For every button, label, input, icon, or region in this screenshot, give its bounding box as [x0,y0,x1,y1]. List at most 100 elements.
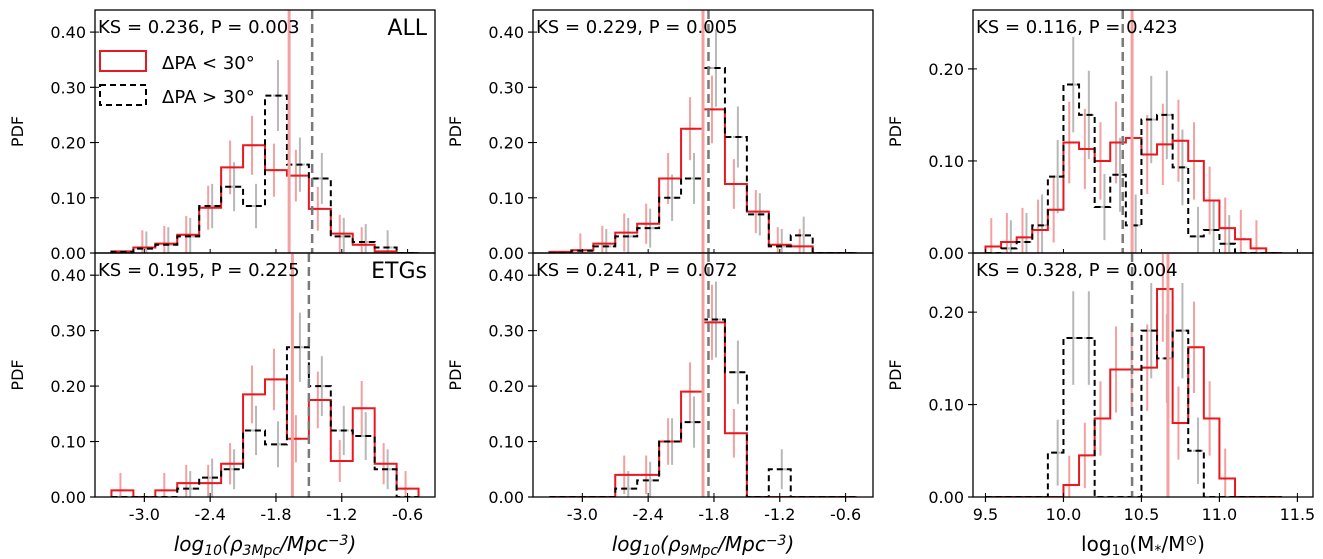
panel-rho3-etg: 0.00 0.10 0.20 0.30 0.40 PDF KS = 0.195, P = 0… [8,252,436,559]
y-tick-label: 0.10 [488,433,524,452]
x-tick-label: -0.6 [830,505,861,524]
ks-annotation: KS = 0.236, P = 0.003 [98,17,300,38]
plot-area [549,253,857,497]
x-axis-label-part: /M [1161,532,1185,556]
x-axis-label-part: * [1154,543,1161,559]
panel-frame [972,9,1314,254]
x-axis-label-part: log [1081,532,1112,556]
ks-annotation: KS = 0.328, P = 0.004 [976,260,1178,281]
panel-mstar-all: 0.00 0.10 0.20 PDF KS = 0.116, P = 0.423 [886,9,1314,263]
x-axis-label-part: 10 [642,543,660,559]
x-axis-label-part: 10 [1112,543,1130,559]
x-axis-label-part: (M [1129,532,1154,556]
histogram-high-dpa [549,318,857,497]
y-tick-label: 0.10 [50,189,86,208]
legend-swatch-high-dpa [99,84,147,106]
y-axis-label: PDF [8,359,27,390]
y-axis-label: PDF [8,116,27,147]
y-tick-label: 0.20 [50,134,86,153]
y-tick-label: 0.10 [928,396,964,415]
x-tick-label: 11.5 [1280,505,1316,524]
y-tick-label: 0.00 [50,244,86,263]
panel-frame [94,252,436,498]
panel-frame [972,252,1314,498]
x-tick-label: 10.0 [1046,505,1082,524]
histogram-low-dpa [985,288,1282,497]
x-axis-label-part: 3Mpc [243,543,281,559]
legend: ΔPA < 30° ΔPA > 30° [99,50,255,108]
panel-rho9-etg: 0.00 0.10 0.20 0.30 0.40 PDF KS = 0.241, P = 0… [446,252,874,559]
y-tick-label: 0.00 [928,488,964,507]
x-axis-label-part: ) [346,532,356,556]
y-axis-label: PDF [886,116,905,147]
y-axis-label: PDF [446,359,465,390]
y-tick-label: 0.00 [928,244,964,263]
x-axis-label-part: ) [784,532,794,556]
plot-area [110,10,419,253]
y-tick-label: 0.30 [488,78,524,97]
y-tick-label: 0.10 [928,152,964,171]
legend-swatch-low-dpa [99,50,147,72]
histogram-low-dpa [984,136,1282,253]
y-tick-label: 0.30 [50,78,86,97]
x-axis-label-part: /Mpc [278,532,328,556]
plot-area [985,253,1282,497]
y-tick-label: 0.10 [488,189,524,208]
y-axis-label: PDF [886,359,905,390]
x-axis-label: log10(ρ9Mpc/Mpc−3) [612,532,795,559]
histogram-high-dpa [549,66,857,253]
histogram-high-dpa [985,329,1282,497]
x-axis-label-part: log [174,532,205,556]
x-tick-label: -2.4 [195,505,226,524]
y-tick-label: 0.20 [488,134,524,153]
histogram-high-dpa [110,94,419,253]
sample-label: ETGs [371,259,427,284]
x-tick-label: -0.6 [392,505,423,524]
y-tick-label: 0.20 [488,377,524,396]
x-axis-label-part: −3 [328,533,349,549]
x-tick-label: -1.8 [260,505,291,524]
ks-annotation: KS = 0.229, P = 0.005 [536,17,738,38]
panel-rho3-all: 0.00 0.10 0.20 0.30 0.40 PDF KS = 0.236, P = 0… [8,9,436,263]
x-tick-label: 11.0 [1202,505,1238,524]
x-axis-label-part: ⊙ [1185,533,1197,549]
y-tick-label: 0.00 [50,488,86,507]
sample-label: ALL [387,16,427,41]
x-axis-label-part: (ρ [222,532,243,556]
y-tick-label: 0.20 [50,377,86,396]
x-axis-label-part: (ρ [660,532,681,556]
y-tick-label: 0.40 [50,266,86,285]
x-axis-label: log10(ρ3Mpc/Mpc−3) [174,532,357,559]
panel-mstar-etg: 0.00 0.10 0.20 PDF KS = 0.328, P = 0.004 9.5 1… [886,252,1316,559]
y-tick-label: 0.40 [488,266,524,285]
x-tick-label: -2.4 [633,505,664,524]
plot-area [548,10,857,253]
y-tick-label: 0.20 [928,60,964,79]
plot-area [110,253,420,497]
x-axis-label-part: ) [1197,532,1205,556]
y-tick-label: 0.00 [488,244,524,263]
x-axis-label-part: log [612,532,643,556]
legend-label: ΔPA > 30° [162,87,255,108]
x-axis-label-part: 10 [204,543,222,559]
x-tick-label: -1.2 [326,505,357,524]
histogram-high-dpa [111,346,419,497]
plot-area [984,10,1282,253]
x-axis-label: log10(M*/M⊙) [1081,532,1205,559]
ks-annotation: KS = 0.195, P = 0.225 [98,260,300,281]
y-tick-label: 0.30 [50,322,86,341]
y-tick-label: 0.40 [488,23,524,42]
ks-annotation: KS = 0.116, P = 0.423 [976,17,1178,38]
y-tick-label: 0.00 [488,488,524,507]
y-tick-label: 0.20 [928,303,964,322]
histogram-high-dpa [985,83,1282,253]
y-tick-label: 0.30 [488,322,524,341]
y-tick-label: 0.10 [50,433,86,452]
x-tick-label: -1.8 [698,505,729,524]
ks-annotation: KS = 0.241, P = 0.072 [536,260,738,281]
x-axis-label-part: /Mpc [716,532,766,556]
x-tick-label: -1.2 [764,505,795,524]
x-tick-label: -3.0 [129,505,160,524]
x-tick-label: 10.5 [1124,505,1160,524]
